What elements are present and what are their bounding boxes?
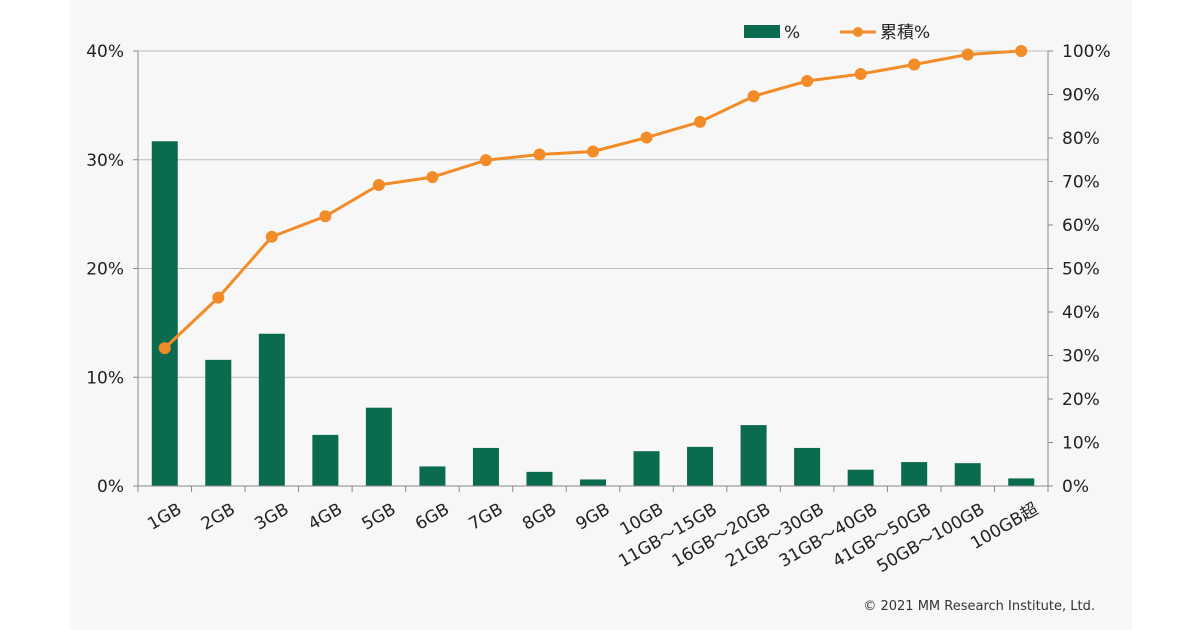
- cumulative-point: [319, 210, 332, 223]
- x-category-label: 3GB: [251, 499, 292, 534]
- legend-swatch-point: [853, 27, 863, 37]
- x-category-label: 1GB: [144, 499, 185, 534]
- bar: [419, 466, 446, 486]
- bar: [472, 447, 499, 486]
- bar: [365, 407, 392, 486]
- x-category-label: 9GB: [573, 499, 614, 534]
- right-tick-label: 50%: [1062, 260, 1100, 280]
- bar: [312, 434, 339, 486]
- right-tick-label: 70%: [1062, 173, 1100, 193]
- cumulative-point: [479, 154, 492, 167]
- cumulative-point: [961, 48, 974, 61]
- cumulative-line: [163, 49, 1022, 350]
- right-tick-label: 60%: [1062, 216, 1100, 236]
- right-tick-label: 80%: [1062, 129, 1100, 149]
- combo-chart: 0% 10% 20% 30% 40% 0% 10% 20% 30% 40% 50% 60% 70% 80%…: [86, 23, 1110, 577]
- cumulative-point: [640, 131, 653, 144]
- right-tick-label: 0%: [1062, 477, 1089, 497]
- bar-series: [151, 141, 1035, 486]
- left-tick-label: 20%: [86, 260, 124, 280]
- left-tick-label: 0%: [97, 477, 124, 497]
- cumulative-point: [426, 171, 439, 184]
- axes: [133, 50, 1053, 492]
- legend-label-bar: %: [784, 23, 800, 43]
- cumulative-point: [265, 230, 278, 243]
- legend: % 累積%: [744, 23, 930, 43]
- cumulative-line-series: [158, 45, 1028, 355]
- cumulative-point: [533, 148, 546, 161]
- copyright-text: © 2021 MM Research Institute, Ltd.: [863, 599, 1095, 614]
- cumulative-point: [908, 58, 921, 71]
- x-category-label: 4GB: [305, 499, 346, 534]
- bar: [1008, 478, 1035, 486]
- grid-lines: [138, 50, 1048, 378]
- right-tick-label: 90%: [1062, 86, 1100, 106]
- bar: [901, 462, 928, 486]
- bar: [740, 425, 767, 486]
- cumulative-point: [212, 291, 225, 304]
- right-tick-label: 40%: [1062, 303, 1100, 323]
- cumulative-point: [587, 145, 599, 158]
- bar: [633, 451, 660, 486]
- right-tick-label: 20%: [1062, 390, 1100, 410]
- bar: [580, 479, 606, 486]
- tick-labels: 0% 10% 20% 30% 40% 0% 10% 20% 30% 40% 50% 60% 70% 80%…: [86, 42, 1110, 577]
- cumulative-point: [854, 68, 867, 81]
- bar: [954, 463, 981, 486]
- x-category-label: 6GB: [412, 499, 453, 534]
- x-category-label: 7GB: [466, 499, 507, 534]
- bar: [687, 446, 714, 486]
- bar: [526, 471, 553, 486]
- cumulative-point: [801, 75, 814, 88]
- cumulative-point: [158, 342, 171, 355]
- chart-panel: 0% 10% 20% 30% 40% 0% 10% 20% 30% 40% 50% 60% 70% 80%…: [70, 0, 1132, 630]
- right-tick-label: 10%: [1062, 434, 1100, 454]
- cumulative-point: [747, 90, 760, 103]
- legend-label-line: 累積%: [880, 23, 930, 43]
- bar: [151, 141, 178, 486]
- bar: [794, 447, 821, 486]
- left-tick-label: 10%: [86, 368, 124, 388]
- right-tick-label: 30%: [1062, 347, 1100, 367]
- right-tick-label: 100%: [1062, 42, 1111, 62]
- left-tick-label: 30%: [86, 151, 124, 171]
- bar: [258, 333, 285, 486]
- cumulative-point: [372, 178, 385, 191]
- left-tick-label: 40%: [86, 42, 124, 62]
- bar: [205, 359, 232, 486]
- x-category-label: 8GB: [519, 499, 560, 534]
- x-category-label: 5GB: [359, 499, 400, 534]
- x-category-label: 2GB: [198, 499, 239, 534]
- bar: [847, 469, 874, 486]
- cumulative-point: [694, 115, 707, 128]
- cumulative-point: [1015, 45, 1028, 57]
- legend-swatch-bar: [744, 25, 780, 38]
